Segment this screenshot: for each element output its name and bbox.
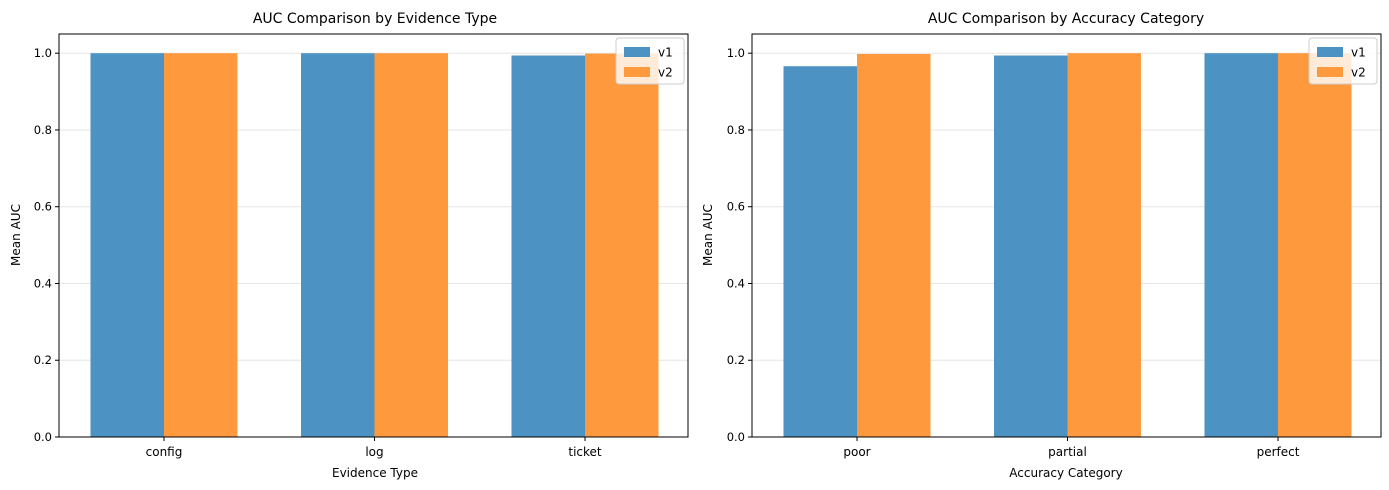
y-tick-label: 0.8 [34, 123, 52, 137]
legend-swatch-v1 [1317, 47, 1343, 57]
y-tick-label: 0.6 [34, 200, 52, 214]
y-tick-label: 1.0 [34, 46, 52, 60]
bar-v1-partial [994, 55, 1068, 437]
legend-label-v1: v1 [658, 46, 673, 60]
bar-v2-partial [1067, 53, 1141, 437]
y-tick-label: 0.6 [727, 200, 745, 214]
chart-accuracy-category: AUC Comparison by Accuracy Category 0.0 0… [701, 11, 1382, 480]
bar-v1-perfect [1204, 53, 1278, 437]
x-axis-label: Accuracy Category [1009, 466, 1122, 480]
legend-label-v1: v1 [1351, 46, 1366, 60]
bar-v1-log [301, 53, 375, 437]
y-tick-label: 1.0 [727, 46, 745, 60]
y-tick-label: 0.2 [727, 353, 745, 367]
legend-box [1308, 37, 1378, 85]
y-tick-label: 0.0 [727, 430, 745, 444]
plot-frame-top [58, 33, 689, 438]
legend-label-v2: v2 [658, 66, 673, 80]
chart-evidence-type: AUC Comparison by Evidence Type 0.0 0.2 0.… [9, 11, 689, 480]
plot-frame-top [751, 33, 1382, 438]
x-tick-label: partial [1048, 445, 1087, 459]
x-tick-label: poor [843, 445, 870, 459]
legend-swatch-v2 [624, 67, 650, 77]
y-axis-label: Mean AUC [9, 204, 23, 266]
bar-v2-log [374, 53, 448, 437]
bar-v1-ticket [511, 55, 585, 437]
bar-v2-config [164, 53, 238, 437]
bar-v2-ticket [585, 53, 659, 438]
y-tick-label: 0.4 [727, 276, 745, 290]
legend-swatch-v1 [624, 47, 650, 57]
legend-box [615, 37, 685, 85]
x-tick-label: config [146, 445, 183, 459]
x-tick-label: log [365, 445, 383, 459]
x-tick-label: ticket [568, 445, 602, 459]
chart-title: AUC Comparison by Evidence Type [253, 11, 497, 27]
bar-v1-poor [783, 66, 857, 438]
y-tick-label: 0.4 [34, 276, 52, 290]
y-axis-label: Mean AUC [701, 204, 715, 266]
chart-title: AUC Comparison by Accuracy Category [928, 11, 1204, 27]
y-tick-label: 0.0 [34, 430, 52, 444]
bar-v2-poor [857, 53, 931, 437]
y-tick-label: 0.8 [727, 123, 745, 137]
legend-label-v2: v2 [1351, 66, 1366, 80]
x-axis-label: Evidence Type [332, 466, 418, 480]
legend-swatch-v2 [1317, 67, 1343, 77]
bar-v2-perfect [1278, 53, 1352, 437]
x-tick-label: perfect [1257, 445, 1300, 459]
y-tick-label: 0.2 [34, 353, 52, 367]
bar-v1-config [90, 53, 164, 437]
